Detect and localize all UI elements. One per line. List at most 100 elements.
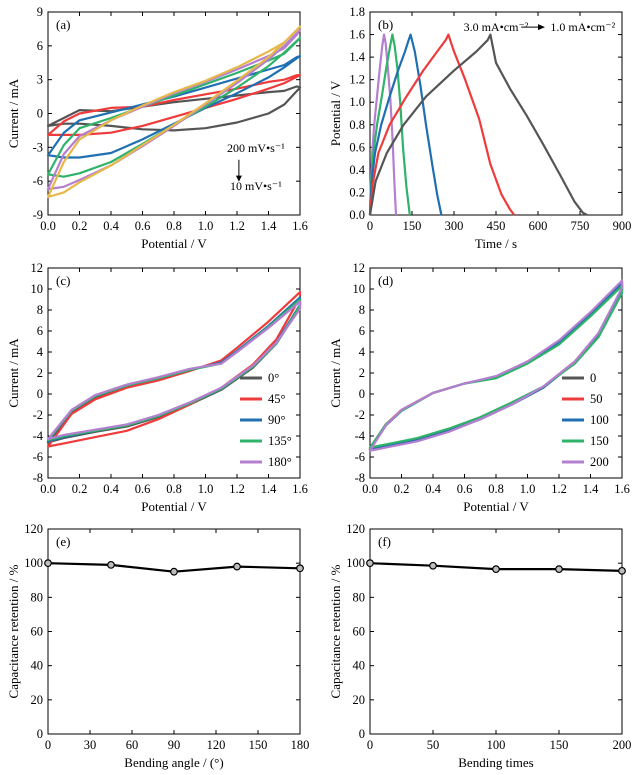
x-tick-label: 600 — [529, 219, 548, 233]
x-tick-label: 180 — [291, 738, 310, 752]
series-line-1 — [368, 280, 624, 450]
panel-e: 0 30 60 90 120 150 180 0 20 40 60 80 100 120 Bending a… — [6, 522, 309, 770]
y-tick-label: 12 — [31, 261, 44, 275]
x-tick-label: 300 — [445, 219, 464, 233]
panel-label: (d) — [378, 273, 393, 288]
data-point — [618, 566, 626, 575]
y-tick-label: -8 — [33, 471, 43, 485]
legend-label: 90° — [268, 413, 286, 427]
panel-c: 0.0 0.2 0.4 0.6 0.8 1.0 1.2 1.4 1.6 -8 -6 -4 -2 0 2 4 6 8… — [6, 261, 308, 514]
series-line-2 — [368, 281, 624, 451]
y-tick-label: 60 — [31, 625, 44, 639]
x-tick-label: 750 — [571, 219, 590, 233]
x-tick-label: 0.2 — [72, 219, 88, 233]
x-tick-label: 1.6 — [292, 482, 308, 496]
panel-label: (a) — [56, 17, 70, 32]
y-tick-label: 0.4 — [349, 163, 365, 177]
y-tick-label: -2 — [33, 408, 43, 422]
x-tick-label: 0.6 — [135, 482, 151, 496]
y-axis-label: Potential / V — [328, 80, 343, 146]
y-tick-label: 1.2 — [349, 73, 365, 87]
y-axis-label: Current / mA — [6, 338, 21, 408]
legend-label: 200 — [590, 455, 609, 469]
series-line-0 — [368, 282, 624, 451]
x-tick-label: 1.0 — [198, 219, 214, 233]
y-tick-label: -4 — [33, 429, 44, 443]
y-tick-label: 100 — [346, 556, 365, 570]
y-tick-label: 0.6 — [349, 140, 365, 154]
y-tick-label: 1.4 — [349, 50, 365, 64]
y-tick-label: 80 — [31, 590, 44, 604]
y-axis-label: Current / mA — [6, 78, 21, 148]
y-tick-label: 12 — [353, 261, 366, 275]
x-tick-label: 1.4 — [261, 219, 277, 233]
y-tick-label: 9 — [37, 5, 43, 19]
y-tick-label: 2 — [37, 366, 43, 380]
x-tick-label: 150 — [550, 738, 569, 752]
data-point — [429, 561, 437, 570]
y-tick-label: 0.0 — [349, 208, 365, 222]
y-tick-label: 8 — [359, 303, 365, 317]
x-axis-label: Potential / V — [463, 499, 529, 514]
y-tick-label: 0.8 — [349, 118, 365, 132]
x-tick-label: 0.0 — [40, 482, 56, 496]
y-tick-label: 0 — [359, 387, 365, 401]
panel-f: 0 50 100 150 200 0 20 40 60 80 100 120 Bending times… — [328, 522, 631, 770]
y-tick-label: 60 — [353, 625, 366, 639]
y-tick-label: 8 — [37, 303, 43, 317]
y-tick-label: 1.6 — [349, 28, 365, 42]
y-tick-label: 3 — [37, 73, 43, 87]
data-point — [170, 567, 178, 576]
x-tick-label: 120 — [207, 738, 226, 752]
x-tick-label: 0.0 — [362, 482, 378, 496]
x-tick-label: 90 — [168, 738, 181, 752]
series-line-3 — [46, 298, 302, 442]
panel-label: (f) — [378, 534, 391, 549]
data-point — [44, 559, 52, 568]
y-tick-label: 40 — [31, 659, 44, 673]
y-tick-label: 6 — [37, 39, 43, 53]
panel-label: (b) — [378, 17, 393, 32]
arrow-head-icon — [538, 24, 545, 31]
current-density-low-label: 1.0 mA•cm⁻² — [550, 20, 615, 34]
series-line-3 — [368, 284, 624, 449]
y-tick-label: 80 — [353, 590, 366, 604]
series-line-1 — [46, 291, 302, 448]
plot-frame — [369, 528, 623, 735]
series-line-3 — [368, 33, 516, 216]
x-tick-label: 0.4 — [103, 219, 119, 233]
panel-label: (c) — [56, 273, 70, 288]
series-line-4 — [368, 279, 624, 452]
data-point — [555, 565, 563, 574]
legend-label: 50 — [590, 392, 603, 406]
scan-rate-low-label: 10 mV•s⁻¹ — [230, 179, 282, 193]
x-tick-label: 1.2 — [229, 482, 245, 496]
scan-rate-high-label: 200 mV•s⁻¹ — [227, 141, 285, 155]
y-tick-label: -2 — [355, 408, 365, 422]
y-tick-label: -9 — [33, 208, 43, 222]
y-axis-label: Capacitance retention / % — [328, 564, 343, 698]
data-point — [296, 564, 304, 573]
y-tick-label: 4 — [359, 345, 366, 359]
y-tick-label: -6 — [33, 450, 43, 464]
y-tick-label: 40 — [353, 659, 366, 673]
y-axis-label: Capacitance retention / % — [6, 564, 21, 698]
x-tick-label: 0.2 — [72, 482, 88, 496]
y-tick-label: 1.0 — [349, 95, 365, 109]
series-line-5 — [46, 25, 302, 199]
series-line-1 — [368, 33, 411, 216]
y-tick-label: 120 — [346, 522, 365, 536]
x-axis-label: Potential / V — [141, 499, 207, 514]
y-tick-label: 20 — [31, 693, 44, 707]
y-tick-label: 0 — [37, 727, 43, 741]
y-tick-label: 0.2 — [349, 185, 365, 199]
series-line-0 — [368, 33, 398, 216]
x-tick-label: 1.6 — [614, 482, 630, 496]
x-tick-label: 0.8 — [166, 482, 182, 496]
y-tick-label: 4 — [37, 345, 44, 359]
legend-label: 45° — [268, 392, 286, 406]
x-tick-label: 100 — [487, 738, 506, 752]
data-point — [492, 565, 500, 574]
arrow-head-icon — [235, 175, 242, 182]
